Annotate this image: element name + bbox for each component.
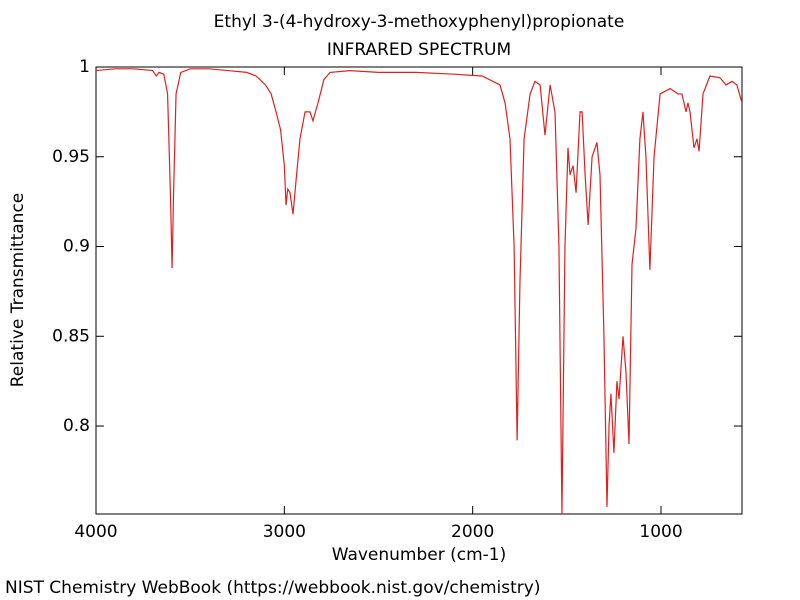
x-tick-label: 1000 (639, 522, 682, 542)
x-tick-label: 2000 (451, 522, 494, 542)
y-tick-label: 0.85 (52, 326, 90, 346)
footer: NIST Chemistry WebBook (https://webbook.… (5, 578, 540, 598)
chart-title: Ethyl 3-(4-hydroxy-3-methoxyphenyl)propi… (214, 12, 625, 32)
x-axis-label: Wavenumber (cm-1) (332, 545, 507, 565)
y-tick-label: 0.95 (52, 147, 90, 167)
y-axis-label: Relative Transmittance (8, 193, 28, 388)
y-tick-label: 0.9 (63, 237, 90, 257)
spectrum-line (96, 68, 742, 514)
x-tick-label: 4000 (74, 522, 117, 542)
chart-subtitle: INFRARED SPECTRUM (327, 40, 511, 60)
y-tick-label: 0.8 (63, 416, 90, 436)
y-tick-label: 1 (79, 57, 90, 77)
plot-frame (95, 66, 743, 515)
x-tick-label: 3000 (263, 522, 306, 542)
